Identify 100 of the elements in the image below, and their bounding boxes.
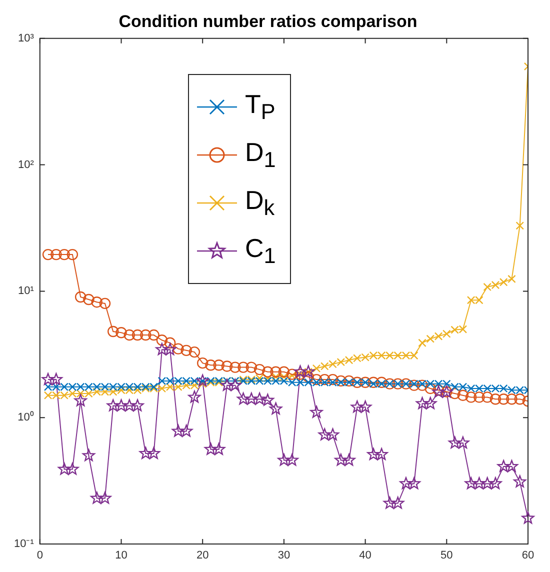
point xyxy=(400,477,412,490)
point xyxy=(369,380,378,388)
point xyxy=(44,391,52,400)
point xyxy=(221,360,233,372)
point xyxy=(481,477,494,490)
y-tick-label: 10⁻¹ xyxy=(14,538,34,550)
point xyxy=(132,329,144,341)
point xyxy=(327,374,338,386)
point xyxy=(166,382,174,392)
point xyxy=(98,492,112,504)
legend-label: D$_{k}$ xyxy=(245,184,275,222)
point xyxy=(514,394,526,405)
point xyxy=(99,298,111,310)
point xyxy=(100,388,110,396)
point xyxy=(288,378,296,386)
point xyxy=(376,376,388,388)
point xyxy=(204,442,218,455)
point xyxy=(83,294,94,306)
point xyxy=(342,454,356,466)
point xyxy=(84,382,93,392)
point xyxy=(52,391,60,400)
legend-label: T$_{P}$ xyxy=(245,88,276,126)
point xyxy=(386,351,394,360)
point xyxy=(458,382,468,392)
point xyxy=(182,376,190,386)
point xyxy=(147,446,160,459)
point xyxy=(108,326,119,338)
point xyxy=(272,376,280,386)
point xyxy=(426,380,435,388)
point xyxy=(220,378,234,391)
point xyxy=(123,399,136,412)
point xyxy=(190,381,199,390)
point xyxy=(516,386,524,394)
y-tick-label: 10¹ xyxy=(18,285,34,298)
point xyxy=(190,376,199,386)
point xyxy=(367,448,380,460)
point xyxy=(320,378,329,386)
y-tick-label: 10⁰ xyxy=(18,410,34,424)
point xyxy=(483,282,492,292)
point xyxy=(458,325,468,334)
point xyxy=(172,343,184,354)
point xyxy=(180,424,193,437)
point xyxy=(117,386,126,394)
point xyxy=(238,362,249,373)
point xyxy=(505,460,518,472)
point xyxy=(336,378,346,386)
point xyxy=(205,360,216,371)
point xyxy=(174,376,182,386)
point xyxy=(418,380,426,388)
point xyxy=(90,492,104,504)
point xyxy=(475,384,484,393)
point xyxy=(58,248,70,260)
point xyxy=(474,392,485,403)
point xyxy=(182,381,190,390)
point xyxy=(133,382,142,392)
point xyxy=(328,378,337,386)
point xyxy=(255,376,264,386)
point xyxy=(272,372,280,382)
point xyxy=(156,343,168,356)
chart-title: Condition number ratios comparison xyxy=(118,12,418,31)
point xyxy=(450,382,459,392)
point xyxy=(188,346,200,358)
x-tick-label: 60 xyxy=(522,550,534,562)
point xyxy=(483,384,492,393)
point xyxy=(448,436,462,448)
point xyxy=(302,365,315,378)
legend-label: C$_{1}$ xyxy=(245,232,276,270)
point xyxy=(334,454,348,466)
point xyxy=(506,394,518,405)
point xyxy=(108,388,118,396)
point xyxy=(280,372,288,382)
point xyxy=(82,449,96,462)
point xyxy=(91,296,102,308)
point xyxy=(164,337,176,348)
point xyxy=(236,392,250,405)
point xyxy=(66,248,78,260)
point xyxy=(264,376,272,386)
point xyxy=(375,448,388,460)
point xyxy=(76,389,85,398)
point xyxy=(106,399,120,412)
point xyxy=(410,380,418,388)
point xyxy=(497,460,510,472)
point xyxy=(133,386,142,394)
point xyxy=(44,382,52,392)
point xyxy=(335,375,346,387)
point xyxy=(319,374,330,386)
point xyxy=(212,442,226,455)
point xyxy=(50,248,62,260)
point xyxy=(125,382,134,392)
point xyxy=(353,354,362,362)
point xyxy=(124,329,135,341)
point xyxy=(472,477,486,490)
point xyxy=(174,382,182,392)
point xyxy=(328,360,337,368)
point xyxy=(188,390,201,403)
x-tick-label: 0 xyxy=(36,550,43,562)
point xyxy=(68,389,77,398)
point xyxy=(442,380,451,388)
point xyxy=(270,366,282,378)
point xyxy=(491,384,500,393)
